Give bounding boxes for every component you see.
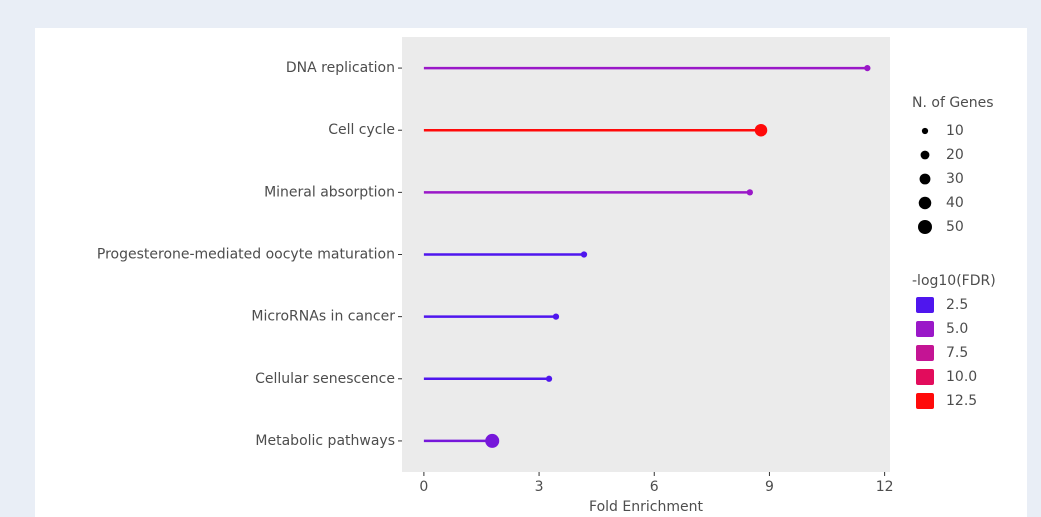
x-tick-label: 12 bbox=[876, 479, 894, 495]
dot bbox=[580, 251, 588, 258]
color-legend-key bbox=[916, 369, 934, 385]
color-legend-key bbox=[916, 345, 934, 361]
size-legend-label: 30 bbox=[946, 171, 964, 187]
color-legend-label: 2.5 bbox=[946, 297, 968, 313]
x-tick-label: 0 bbox=[419, 479, 428, 495]
color-legend-key bbox=[916, 297, 934, 313]
size-legend-key bbox=[918, 220, 932, 234]
dot bbox=[864, 64, 871, 72]
size-legend-key bbox=[921, 127, 929, 135]
color-legend-key bbox=[916, 393, 934, 409]
size-legend-key bbox=[919, 173, 931, 185]
y-tick-label: Cell cycle bbox=[328, 122, 395, 138]
size-legend-key bbox=[920, 150, 930, 160]
x-tick-label: 9 bbox=[765, 479, 774, 495]
y-tick-label: Mineral absorption bbox=[264, 184, 395, 200]
color-legend-key bbox=[916, 321, 934, 337]
color-legend-label: 7.5 bbox=[946, 345, 968, 361]
size-legend-title: N. of Genes bbox=[912, 95, 994, 111]
size-legend-label: 20 bbox=[946, 147, 964, 163]
size-legend-label: 40 bbox=[946, 195, 964, 211]
y-tick-label: DNA replication bbox=[286, 60, 395, 76]
dot bbox=[485, 433, 500, 448]
x-tick-label: 6 bbox=[650, 479, 659, 495]
color-legend-label: 5.0 bbox=[946, 321, 968, 337]
y-tick-label: Cellular senescence bbox=[255, 371, 395, 387]
y-tick-label: Metabolic pathways bbox=[255, 433, 395, 449]
x-tick-label: 3 bbox=[535, 479, 544, 495]
color-legend-title: -log10(FDR) bbox=[912, 273, 996, 289]
size-legend-label: 50 bbox=[946, 219, 964, 235]
x-axis-title: Fold Enrichment bbox=[589, 499, 703, 515]
dot bbox=[754, 123, 768, 137]
color-legend-label: 12.5 bbox=[946, 393, 977, 409]
y-tick-label: Progesterone-mediated oocyte maturation bbox=[97, 247, 395, 263]
dot bbox=[552, 313, 560, 320]
color-legend-label: 10.0 bbox=[946, 369, 977, 385]
dot bbox=[545, 375, 553, 382]
y-tick-label: MicroRNAs in cancer bbox=[251, 309, 395, 325]
dot bbox=[746, 189, 753, 196]
size-legend-label: 10 bbox=[946, 123, 964, 139]
size-legend-key bbox=[918, 196, 932, 210]
